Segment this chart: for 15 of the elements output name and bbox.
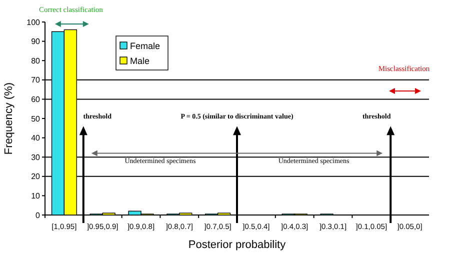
y-tick-label: 70 [31,76,41,85]
y-tick-label: 90 [31,37,41,46]
y-tick-label: 0 [36,210,41,220]
y-axis-title: Frequency (%) [3,82,15,155]
y-tick-label: 50 [31,114,41,124]
y-tick-label: 40 [31,134,41,143]
y-tick-label: 100 [26,18,41,27]
y-tick-label: 30 [31,152,41,162]
x-axis-title: Posterior probability [188,239,286,251]
y-tick-label: 10 [31,192,41,200]
y-tick-label: 80 [31,56,41,66]
legend-label: Male [130,56,150,66]
y-tick-label: 60 [31,95,41,104]
legend-label: Female [130,41,160,51]
y-tick-label: 20 [31,172,41,182]
